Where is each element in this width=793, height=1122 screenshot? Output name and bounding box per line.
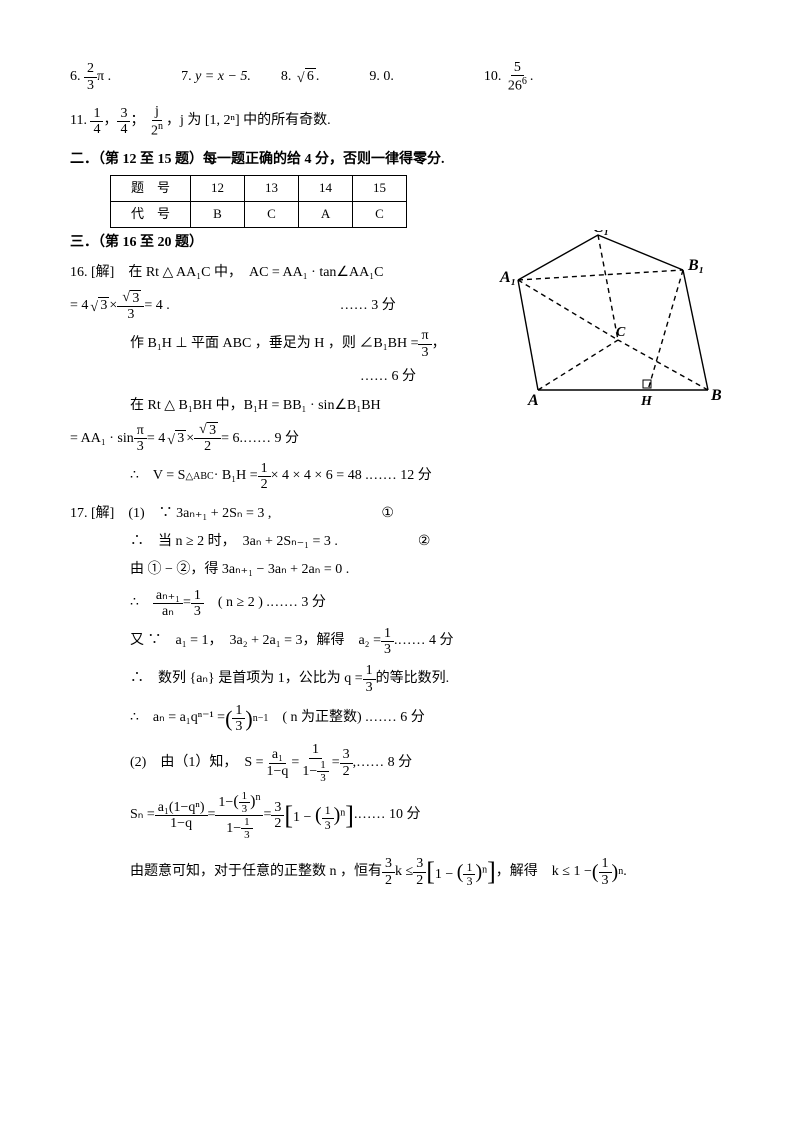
p17-l1: 17. [解] (1) ∵ 3aₙ₊₁ + 2Sₙ = 3 , ① [70, 503, 723, 525]
score-9: …… 9 分 [243, 428, 299, 450]
p17-l5: 又 ∵ a₁ = 1， 3a₂ + 2a₁ = 3，解得 a₂ = 13 . …… [70, 626, 723, 658]
q8-num: 8. [281, 66, 292, 88]
answer-11: 11. 14 ， 34 ； j2n ，j 为 [1, 2ⁿ] 中的所有奇数. [70, 104, 723, 138]
q11-num: 11. [70, 110, 87, 132]
score-12: …… 12 分 [369, 465, 432, 487]
q10-frac: 5 266 [505, 60, 530, 94]
edge-a1b1 [518, 270, 683, 280]
q11-tail: ，j 为 [1, 2ⁿ] 中的所有奇数. [166, 110, 331, 132]
q9-num: 9. [369, 66, 380, 88]
score-8: …… 8 分 [356, 752, 412, 774]
edge-a1a [518, 280, 538, 390]
label-b1: B₁ [687, 257, 704, 274]
edge-c1c [598, 235, 618, 340]
p17-l9: Sₙ = a₁(1−qⁿ)1−q = 1−(13)n 1−13 = 32 [ 1… [70, 790, 723, 841]
q9-text: 0. [383, 66, 394, 88]
label-a: A [527, 392, 539, 409]
p17-l8: (2) 由（1）知， S = a₁1−q = 11−13 = 32 , …… 8… [70, 742, 723, 784]
q7-text: y = x − 5. [195, 66, 251, 88]
score-6: …… 6 分 [369, 707, 425, 729]
label-c1: C₁ [593, 230, 609, 236]
q10-suffix: . [530, 66, 534, 88]
edge-ac [538, 340, 618, 390]
score-10: …… 10 分 [357, 804, 420, 826]
label-c: C [616, 325, 626, 340]
score-3: …… 3 分 [340, 295, 396, 317]
p17-l6: ∴ 数列 {aₙ} 是首项为 1，公比为 q = 13 的等比数列. [70, 663, 723, 695]
p17-l7: ∴ aₙ = a₁qⁿ⁻¹ = ( 13 )n−1 ( n 为正整数) . ……… [70, 701, 723, 736]
q7-num: 7. [181, 66, 192, 88]
p16-l5: = AA₁ · sin π3 = 4 3 × 32 = 6. …… 9 分 [70, 423, 723, 455]
p17-l2: ∴ 当 n ≥ 2 时， 3aₙ + 2Sₙ₋₁ = 3 . ② [70, 531, 723, 553]
label-h: H [640, 394, 653, 409]
q8-sqrt: 6 [305, 68, 316, 84]
score-4: …… 4 分 [397, 630, 453, 652]
th-num: 题 号 [111, 176, 191, 202]
prism-diagram: C₁ A₁ B₁ C A B H [498, 230, 728, 420]
q6-frac: 23 [84, 61, 97, 93]
q6-suffix: π . [97, 66, 111, 88]
answer-table: 题 号 12 13 14 15 代 号 B C A C [110, 175, 407, 228]
p17-l10: 由题意可知，对于任意的正整数 n ，恒有 32 k ≤ 32 [ 1 − (13… [70, 851, 723, 893]
edge-top [518, 235, 683, 280]
q8-suffix: . [316, 66, 320, 88]
edge-b1h [648, 270, 683, 390]
section-2-header: 二．（第 12 至 15 题）每一题正确的给 4 分，否则一律得零分. [70, 149, 723, 171]
q6-num: 6. [70, 66, 81, 88]
mark-2: ② [418, 531, 431, 553]
p17-l3: 由 ① − ②，得 3aₙ₊₁ − 3aₙ + 2aₙ = 0 . [70, 559, 723, 581]
edge-a1c [518, 280, 618, 340]
label-b: B [710, 387, 722, 404]
score-3b: …… 3 分 [270, 592, 326, 614]
p16-l6: ∴ V = S△ABC · B₁H = 12 × 4 × 4 × 6 = 48 … [70, 461, 723, 493]
answers-6-10: 6. 23 π . 7. y = x − 5. 8. 6 . 9. 0. 10.… [70, 60, 723, 94]
p17-l4: ∴ aₙ₊₁aₙ = 13 ( n ≥ 2 ) . …… 3 分 [70, 588, 723, 620]
q10-num: 10. [484, 66, 502, 88]
edge-b1b [683, 270, 708, 390]
mark-1: ① [381, 503, 394, 525]
label-a1: A₁ [499, 269, 516, 286]
th-code: 代 号 [111, 202, 191, 228]
edge-bc [618, 340, 708, 390]
